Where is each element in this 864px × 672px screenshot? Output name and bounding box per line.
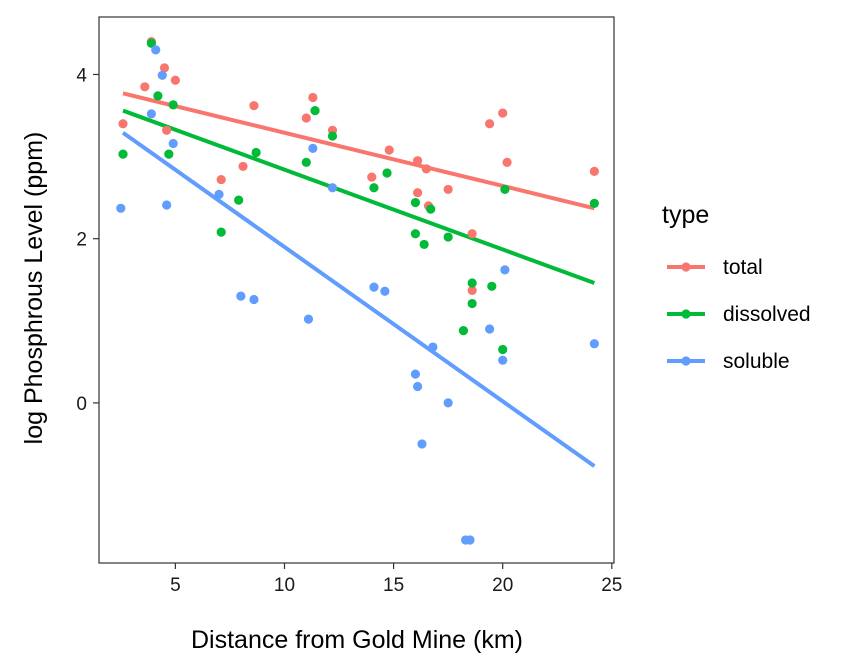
panel-border [98, 16, 615, 564]
legend-label-total: total [723, 256, 763, 279]
x-tick-label-25: 25 [601, 575, 622, 596]
point-total-9 [301, 113, 311, 123]
point-dissolved-18 [458, 326, 469, 336]
point-dissolved-7 [251, 147, 261, 158]
point-total-14 [413, 156, 423, 166]
point-total-3 [159, 63, 170, 73]
point-dissolved-15 [419, 239, 429, 250]
point-total-19 [467, 229, 477, 239]
point-total-22 [498, 108, 508, 118]
point-soluble-20 [465, 535, 475, 545]
point-soluble-4 [162, 200, 172, 210]
point-dissolved-11 [369, 183, 379, 193]
x-tick-label-10: 10 [274, 575, 295, 596]
point-soluble-0 [116, 203, 126, 213]
point-total-7 [238, 161, 248, 172]
point-dissolved-23 [500, 184, 510, 195]
point-dissolved-5 [216, 227, 226, 237]
trend-lines [121, 91, 596, 468]
point-total-12 [367, 172, 377, 182]
point-dissolved-9 [310, 106, 320, 116]
legend-title: type [662, 201, 709, 229]
point-soluble-14 [410, 369, 421, 379]
point-soluble-21 [485, 324, 495, 334]
point-dissolved-2 [153, 91, 163, 101]
y-axis-title: log Phosphrous Level (ppm) [20, 132, 48, 445]
point-dissolved-14 [410, 229, 421, 239]
legend-label-dissolved: dissolved [723, 303, 811, 326]
x-axis-title: Distance from Gold Mine (km) [191, 626, 523, 654]
legend-key-point-soluble [681, 356, 691, 366]
y-tick-label-0: 0 [76, 394, 87, 415]
trend-line-soluble [121, 131, 596, 468]
legend-key-point-total [681, 262, 691, 272]
point-soluble-24 [589, 339, 599, 349]
point-soluble-16 [417, 439, 427, 449]
point-total-10 [308, 92, 318, 103]
x-tick-label-20: 20 [492, 575, 513, 596]
point-soluble-6 [214, 189, 224, 199]
trend-line-dissolved [122, 108, 596, 285]
point-total-5 [170, 75, 180, 85]
point-soluble-23 [500, 265, 510, 275]
point-dissolved-10 [327, 131, 338, 141]
point-soluble-11 [327, 183, 338, 193]
point-soluble-17 [428, 342, 438, 352]
point-dissolved-3 [164, 149, 174, 159]
point-dissolved-22 [498, 344, 508, 355]
point-soluble-9 [303, 314, 314, 324]
legend-key-point-dissolved [681, 309, 691, 319]
point-dissolved-12 [382, 168, 392, 178]
trend-line-total [122, 91, 595, 211]
point-total-21 [485, 119, 495, 129]
point-dissolved-16 [426, 204, 436, 214]
data-points [116, 37, 599, 545]
point-total-20 [467, 285, 477, 296]
legend-label-soluble: soluble [723, 350, 790, 373]
point-total-16 [421, 164, 431, 174]
point-dissolved-0 [118, 149, 128, 159]
point-soluble-8 [249, 294, 259, 305]
point-soluble-13 [380, 286, 390, 296]
point-total-6 [216, 174, 226, 185]
point-soluble-5 [168, 138, 178, 149]
point-dissolved-4 [168, 100, 178, 110]
axes: 5 10 15 20 25 0 2 4 [76, 65, 622, 596]
point-soluble-15 [413, 381, 423, 392]
point-total-23 [502, 157, 512, 167]
point-dissolved-8 [301, 157, 311, 167]
legend: type total dissolved soluble [662, 201, 811, 373]
point-total-4 [162, 125, 172, 135]
x-tick-label-5: 5 [170, 575, 181, 596]
point-soluble-12 [369, 282, 379, 292]
point-soluble-22 [498, 355, 508, 365]
point-dissolved-19 [467, 298, 477, 309]
point-dissolved-21 [487, 281, 497, 291]
plot-panel [98, 16, 615, 564]
point-dissolved-20 [467, 278, 477, 288]
y-tick-label-4: 4 [76, 65, 87, 86]
point-soluble-1 [146, 109, 156, 119]
point-total-24 [589, 166, 599, 176]
point-total-8 [249, 101, 259, 111]
point-soluble-7 [236, 291, 246, 301]
point-dissolved-6 [234, 195, 244, 205]
point-soluble-10 [308, 143, 318, 153]
x-tick-label-15: 15 [383, 575, 404, 596]
point-total-0 [118, 119, 128, 129]
point-dissolved-1 [146, 38, 156, 48]
point-total-1 [140, 82, 150, 92]
y-tick-label-2: 2 [76, 230, 87, 251]
point-dissolved-13 [410, 197, 421, 208]
point-dissolved-24 [589, 198, 599, 208]
point-total-15 [413, 188, 423, 198]
point-dissolved-17 [443, 232, 453, 242]
point-soluble-3 [157, 70, 167, 80]
point-soluble-2 [151, 45, 161, 55]
point-soluble-18 [443, 398, 453, 408]
legend-items: total dissolved soluble [667, 256, 811, 373]
point-total-13 [384, 145, 394, 155]
point-total-18 [443, 184, 453, 195]
